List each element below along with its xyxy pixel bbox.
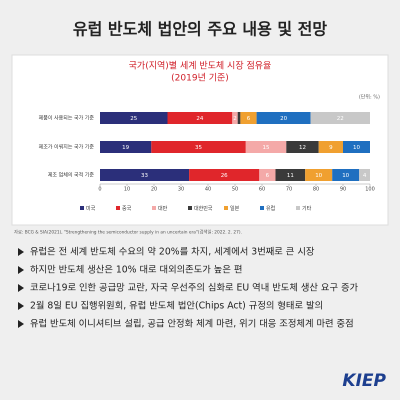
bar-segment [286, 141, 319, 153]
x-tick-label: 10 [124, 187, 130, 193]
bullet-text: 하지만 반도체 생산은 10% 대로 대외의존도가 높은 편 [30, 264, 242, 276]
value-label: 25 [130, 116, 137, 122]
legend-label: 대한민국 [194, 205, 213, 212]
legend-swatch [80, 206, 84, 210]
value-label: 9 [329, 145, 333, 151]
x-tick-label: 70 [286, 187, 292, 193]
value-label: 10 [353, 145, 360, 151]
value-label: 10 [315, 173, 322, 179]
value-label: 11 [287, 173, 294, 179]
category-label: 제품이 사용되는 국가 기준 [39, 115, 95, 122]
x-tick-label: 20 [151, 187, 157, 193]
bar-segment [100, 169, 190, 181]
x-tick-label: 50 [232, 187, 238, 193]
bullet-icon [18, 248, 24, 256]
value-label: 33 [141, 173, 148, 179]
unit-label: (단위: %) [359, 94, 380, 101]
bar-segment [100, 141, 152, 153]
chart-box [11, 54, 389, 226]
legend-label: 미국 [86, 205, 96, 212]
bar-segment [343, 141, 370, 153]
value-label: 35 [195, 145, 202, 151]
bullet-icon [18, 320, 24, 328]
bar-segment [100, 112, 168, 124]
x-tick-label: 100 [365, 187, 375, 193]
value-label: 6 [247, 116, 251, 122]
value-label: 24 [196, 116, 203, 122]
x-tick-label: 80 [313, 187, 319, 193]
legend-label: 일본 [230, 205, 240, 212]
bar-segment [189, 169, 260, 181]
x-tick-label: 0 [98, 187, 101, 193]
legend-swatch [116, 206, 120, 210]
legend-label: 기타 [302, 205, 312, 212]
bar-segment [305, 169, 333, 181]
legend-label: 유럽 [266, 205, 275, 212]
bar-segment [237, 112, 241, 124]
bullet-list: 유럽은 전 세계 반도체 수요의 약 20%를 차지, 세계에서 3번째로 큰 … [18, 246, 359, 330]
value-label: 20 [280, 116, 287, 122]
value-label: 10 [342, 173, 349, 179]
value-label: 15 [263, 145, 270, 151]
bar-segment [167, 112, 233, 124]
value-label: 6 [266, 173, 270, 179]
bar-segment [256, 112, 311, 124]
bullet-icon [18, 302, 24, 310]
bullet-icon [18, 266, 24, 274]
value-label: 19 [122, 145, 129, 151]
value-label: 2 [233, 116, 237, 122]
bar-segment [318, 141, 343, 153]
x-tick-label: 60 [259, 187, 265, 193]
category-label: 제조가 이뤄지는 국가 기준 [39, 144, 95, 151]
bar-segment [151, 141, 246, 153]
bar-segment [332, 169, 360, 181]
value-label: 26 [221, 173, 228, 179]
logo: KIEP [342, 371, 386, 391]
page-title: 유럽 반도체 법안의 주요 내용 및 전망 [73, 20, 328, 39]
legend-swatch [188, 206, 192, 210]
legend-swatch [224, 206, 228, 210]
legend-label: 대만 [158, 205, 168, 212]
bullet-text: 2월 8일 EU 집행위원회, 유럽 반도체 법안(Chips Act) 규정의… [30, 300, 323, 312]
bullet-text: 코로나19로 인한 공급망 교란, 자국 우선주의 심화로 EU 역내 반도체 … [30, 282, 359, 294]
bar-segment [232, 112, 238, 124]
x-tick-label: 40 [205, 187, 211, 193]
legend-swatch [260, 206, 264, 210]
category-label: 제조 업체의 국적 기준 [48, 172, 95, 179]
legend-swatch [152, 206, 156, 210]
bar-segment [240, 112, 257, 124]
bar-segment [245, 141, 287, 153]
value-label: 4 [363, 173, 367, 179]
bar-segment [259, 169, 276, 181]
legend-label: 중국 [122, 206, 132, 212]
source: 자료: BCG & SIA(2021), "Strengthening the … [14, 229, 242, 236]
bullet-text: 유럽은 전 세계 반도체 수요의 약 20%를 차지, 세계에서 3번째로 큰 … [30, 246, 315, 258]
bullet-text: 유럽 반도체 이니셔티브 설립, 공급 안정화 체계 마련, 위기 대응 조정체… [30, 318, 354, 330]
legend-swatch [296, 206, 300, 210]
chart-subtitle: (2019년 기준) [171, 73, 229, 84]
bullet-icon [18, 284, 24, 292]
bar-segment [275, 169, 306, 181]
bar-segment [310, 112, 370, 124]
x-tick-label: 90 [340, 187, 346, 193]
value-label: 12 [299, 145, 306, 151]
bar-segment [359, 169, 370, 181]
x-tick-label: 30 [178, 187, 184, 193]
value-label: 22 [337, 116, 344, 122]
chart-title: 국가(지역)별 세계 반도체 시장 점유율 [129, 60, 272, 72]
